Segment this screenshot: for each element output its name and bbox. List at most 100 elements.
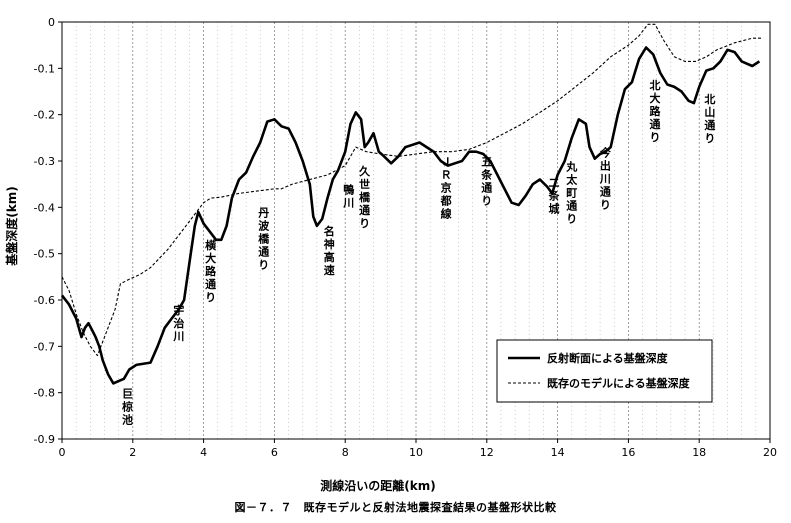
annotation-char: り: [649, 131, 660, 144]
annotation-char: 丸: [565, 159, 578, 173]
y-tick-label: -0.1: [34, 62, 55, 75]
annotation-char: 世: [359, 177, 370, 191]
annotation-char: り: [600, 198, 611, 211]
annotation-char: 北: [649, 78, 660, 92]
x-tick-label: 14: [551, 446, 565, 459]
y-tick-label: -0.2: [34, 109, 55, 122]
annotation-char: 二: [549, 176, 560, 189]
annotation-char: 通: [649, 118, 660, 131]
annotation-char: 宇: [173, 303, 184, 317]
annotation-label: 丹波橋通り: [258, 207, 270, 272]
annotation-char: 神: [324, 237, 335, 251]
x-tick-label: 8: [342, 446, 349, 459]
annotation-char: 通: [205, 278, 216, 291]
annotation-char: 巨: [122, 387, 133, 400]
y-tick-label: -0.9: [34, 433, 55, 446]
annotation-char: 高: [324, 250, 335, 264]
x-tick-label: 4: [200, 446, 207, 459]
annotation-label: 北大路通り: [649, 78, 661, 144]
annotation-char: 橋: [258, 232, 270, 246]
annotation-char: 通: [481, 182, 492, 195]
annotation-char: 鴨: [343, 182, 354, 196]
annotation-char: 横: [205, 238, 217, 252]
annotation-char: 川: [172, 330, 184, 343]
annotation-label: 五条通り: [480, 156, 493, 208]
x-tick-label: 10: [409, 446, 423, 459]
annotation-label: 名神高速: [324, 224, 335, 277]
annotation-char: り: [359, 217, 370, 230]
y-tick-label: 0: [48, 16, 55, 29]
annotation-char: 路: [649, 104, 661, 118]
annotation-char: 治: [173, 316, 184, 330]
annotation-char: 大: [649, 91, 660, 105]
annotation-char: Ｊ: [441, 156, 452, 169]
annotation-char: 城: [549, 201, 560, 215]
annotation-char: 出: [600, 158, 611, 172]
annotation-label: 丸太町通り: [565, 159, 578, 225]
y-tick-label: -0.6: [34, 294, 55, 307]
annotation-char: 名: [324, 224, 335, 238]
y-tick-label: -0.5: [34, 248, 55, 261]
annotation-char: 橋: [359, 190, 371, 204]
annotation-label: 今出川通り: [599, 145, 612, 211]
annotation-char: 通: [704, 119, 715, 132]
data-series: [60, 23, 762, 385]
annotation-char: 通: [600, 185, 611, 198]
annotation-char: 川: [599, 172, 611, 185]
annotation-char: 今: [599, 145, 612, 159]
annotation-char: り: [258, 259, 269, 272]
figure-caption: 図－７．７ 既存モデルと反射法地震探査結果の基盤形状比較: [234, 501, 557, 514]
annotation-char: 久: [359, 164, 371, 178]
annotation-char: 波: [258, 219, 270, 233]
annotation-char: 山: [704, 105, 715, 119]
annotation-char: り: [205, 291, 216, 304]
x-tick-label: 12: [480, 446, 494, 459]
x-tick-label: 6: [271, 446, 278, 459]
annotation-char: 通: [258, 246, 269, 259]
annotation-label: 鴨川: [342, 182, 354, 209]
x-tick-label: 20: [763, 446, 777, 459]
annotation-char: 町: [566, 186, 577, 199]
annotation-char: 川: [342, 196, 354, 209]
legend-box: [496, 339, 713, 403]
annotation-char: 通: [566, 199, 577, 212]
y-tick-label: -0.7: [34, 340, 55, 353]
annotation-char: り: [704, 132, 715, 145]
annotation-label: ＪＲ京都線: [440, 156, 452, 221]
x-axis-label: 測線沿いの距離(km): [320, 478, 435, 493]
legend-label: 反射断面による基盤深度: [547, 351, 669, 365]
annotation-char: り: [566, 212, 577, 225]
y-tick-label: -0.3: [34, 155, 55, 168]
legend-label: 既存のモデルによる基盤深度: [547, 376, 691, 390]
annotation-char: 路: [205, 264, 217, 278]
annotation-char: 大: [205, 251, 216, 265]
annotation-char: 丹: [258, 207, 269, 220]
x-tick-label: 16: [621, 446, 635, 459]
annotation-label: 横大路通り: [205, 238, 217, 304]
annotation-char: 速: [324, 263, 335, 277]
annotation-char: 条: [548, 188, 561, 202]
annotation-char: 太: [565, 172, 578, 186]
grid-lines: [75, 22, 757, 439]
annotation-char: 池: [122, 412, 133, 426]
annotation-char: 都: [440, 194, 452, 208]
annotation-label: 巨椋池: [122, 387, 133, 426]
annotation-char: 条: [480, 168, 493, 182]
annotation-char: 線: [441, 207, 452, 221]
annotation-char: 通: [359, 204, 370, 217]
annotation-char: 北: [704, 92, 715, 106]
location-annotations: 巨椋池宇治川横大路通り丹波橋通り名神高速鴨川久世橋通りＪＲ京都線五条通り二条城丸…: [122, 78, 715, 426]
x-tick-label: 0: [59, 446, 66, 459]
annotation-char: Ｒ: [441, 169, 452, 182]
annotation-label: 宇治川: [172, 303, 184, 343]
axes: 0 2 4 6 8 10 12 14 16 18 20 0 -0.1 -0.2 -0.3 -0.4 -0.5 -0…: [34, 16, 777, 459]
annotation-label: 久世橋通り: [359, 164, 371, 230]
annotation-label: 二条城: [548, 176, 561, 215]
y-tick-label: -0.8: [34, 387, 55, 400]
existing-model-line: [61, 23, 762, 357]
y-tick-label: -0.4: [34, 201, 55, 214]
x-tick-label: 2: [129, 446, 136, 459]
annotation-char: 椋: [122, 399, 133, 413]
